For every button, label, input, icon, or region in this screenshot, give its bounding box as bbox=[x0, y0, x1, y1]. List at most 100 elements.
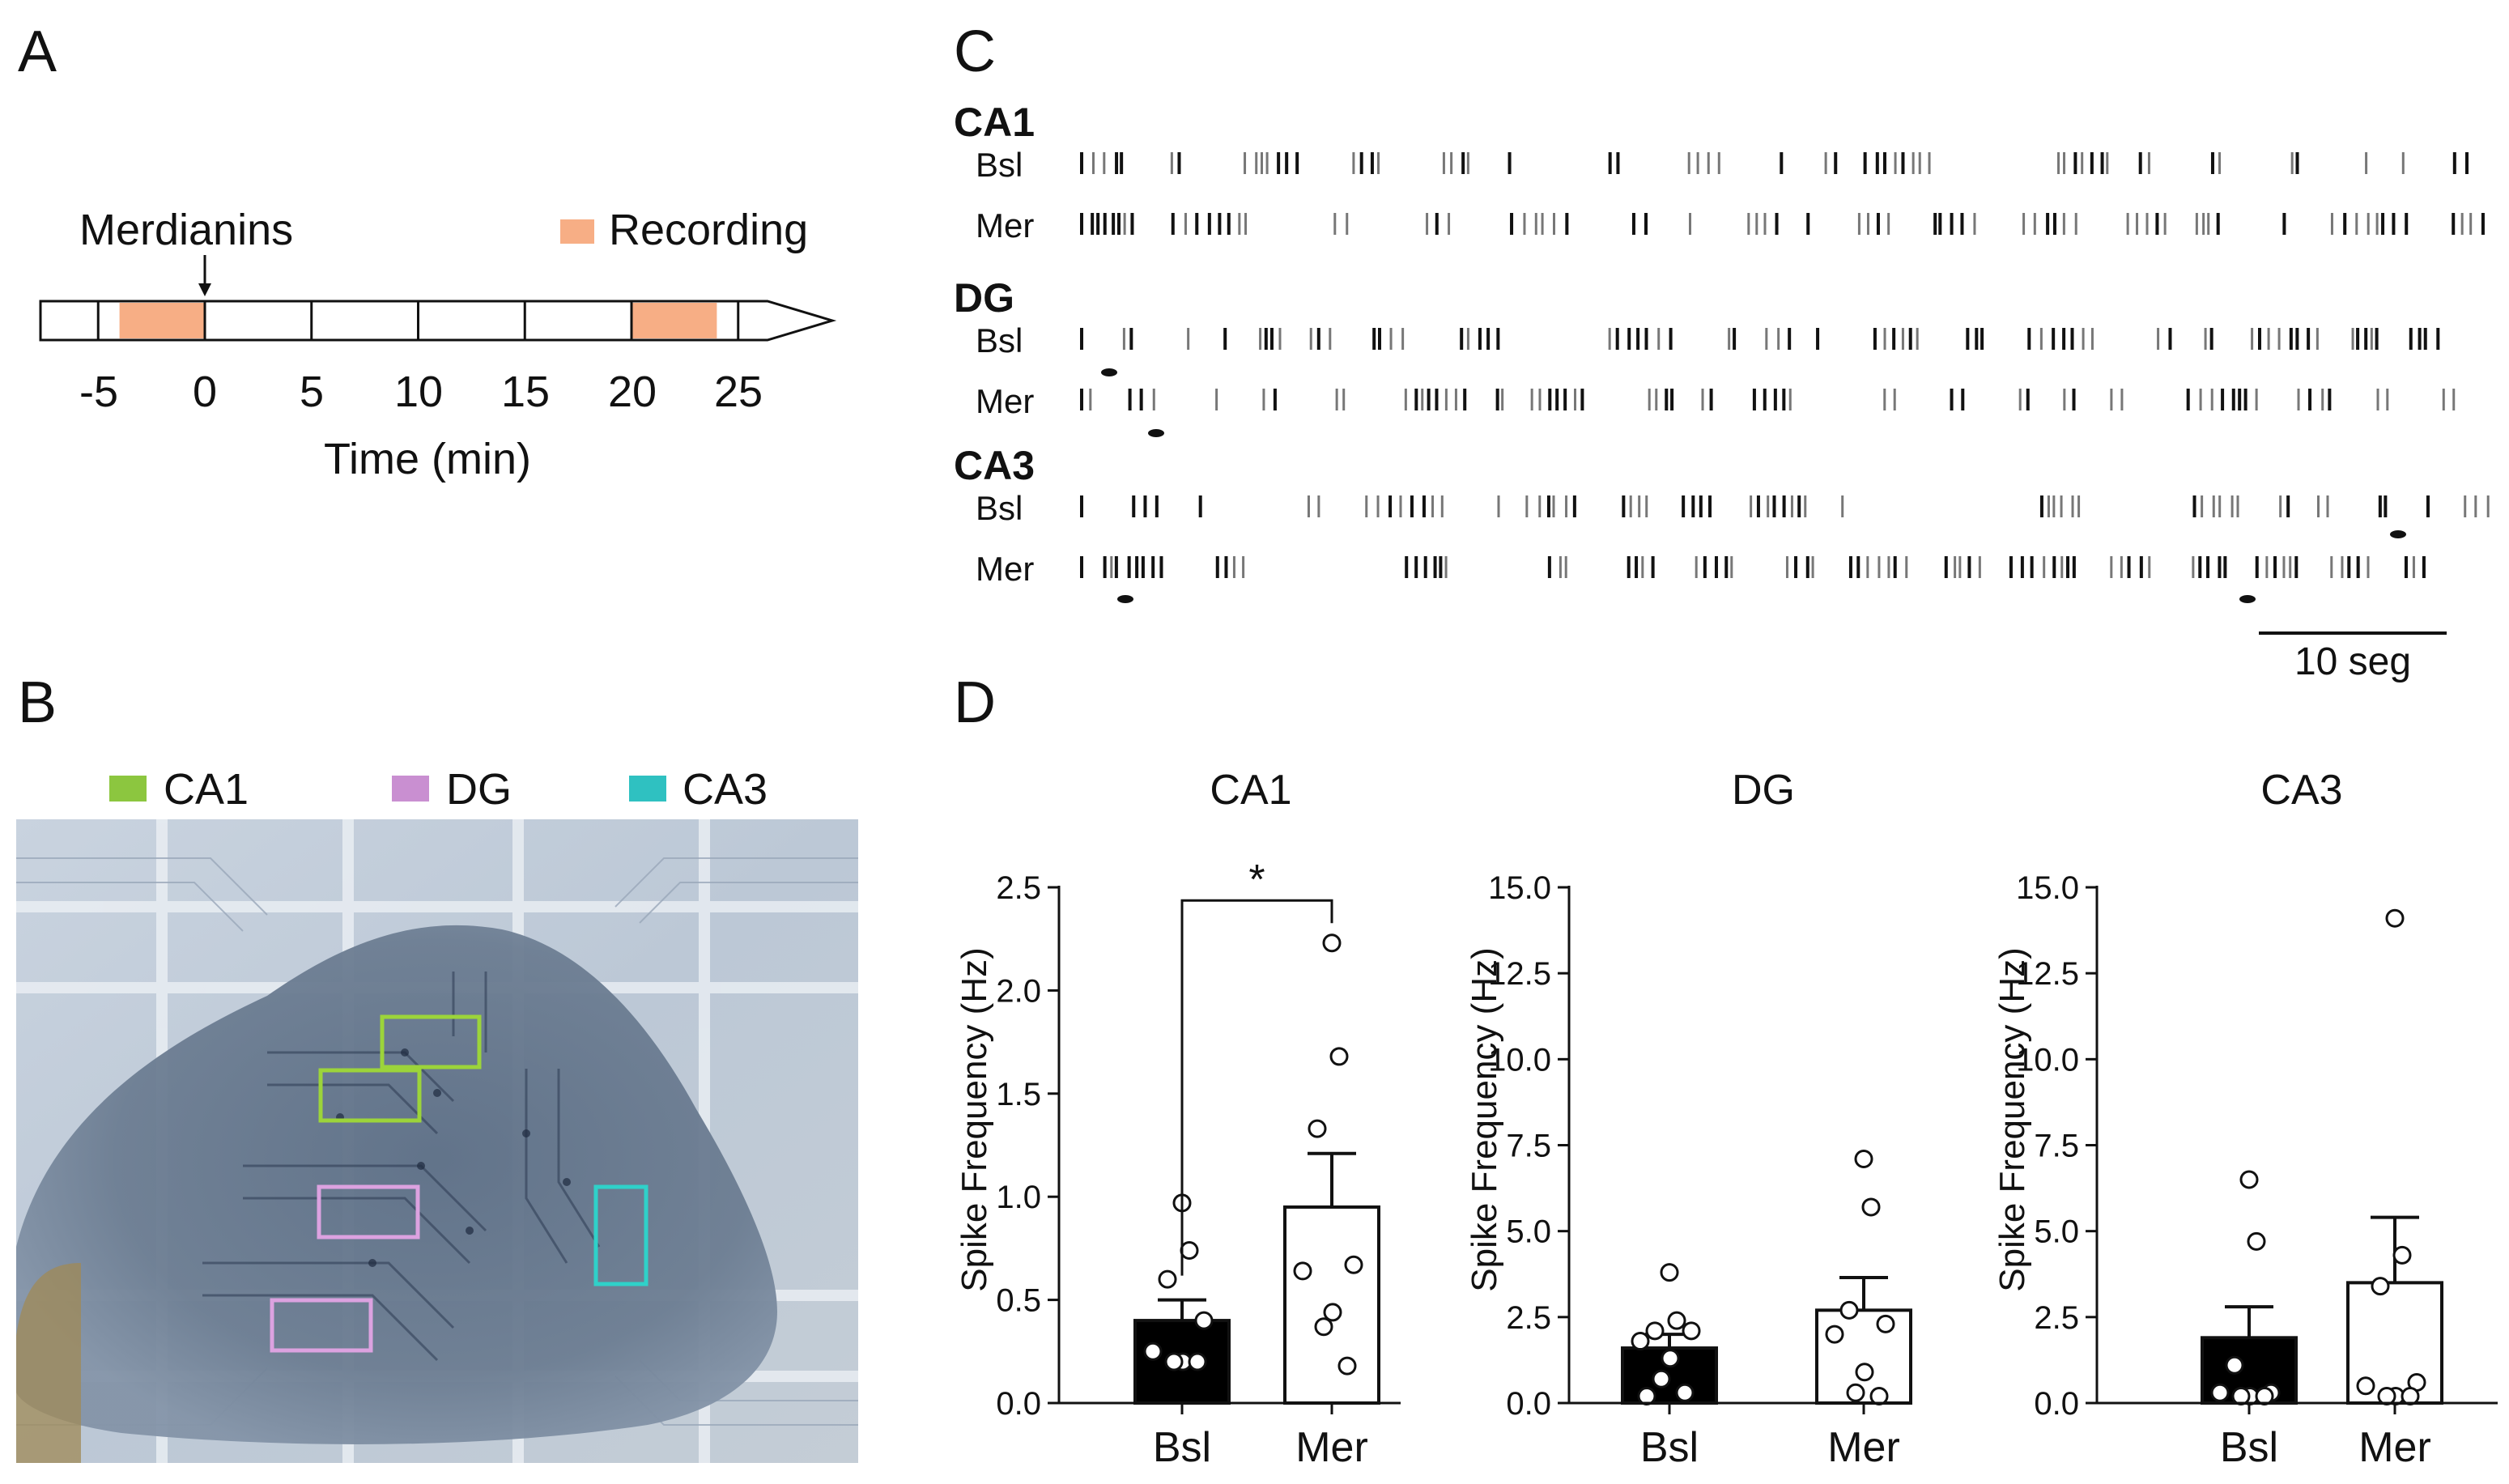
x-tick-labels: Bsl Mer bbox=[2220, 1424, 2431, 1471]
hippocampal-slice-photo bbox=[16, 819, 858, 1463]
data-point bbox=[1854, 1149, 1873, 1168]
panel-label-b: B bbox=[18, 670, 57, 735]
data-point bbox=[2371, 1277, 2390, 1296]
spike-raster-panel: CA1 Bsl Mer DG Bsl Mer CA3 Bsl Mer 10 se… bbox=[954, 100, 2490, 683]
x-tick-label: Mer bbox=[1295, 1424, 1368, 1471]
y-axis-title: Spike Frequency (Hz) bbox=[955, 947, 994, 1291]
data-point bbox=[1652, 1369, 1671, 1388]
legend-label-dg: DG bbox=[446, 765, 512, 814]
chart-title: CA3 bbox=[2260, 767, 2342, 814]
data-point bbox=[1869, 1387, 1889, 1406]
drug-arrow-head bbox=[198, 283, 211, 296]
data-point bbox=[1631, 1332, 1650, 1351]
data-point bbox=[1645, 1321, 1665, 1341]
bar-mer bbox=[2346, 1281, 2443, 1405]
chart-dg: DG Spike Frequency (Hz) 0.0 2.5 5.0 7.5 … bbox=[1465, 767, 1912, 1471]
legend-label-ca1: CA1 bbox=[164, 765, 249, 814]
recording-window bbox=[632, 303, 717, 338]
legend-swatch-dg bbox=[392, 776, 429, 802]
data-point bbox=[2377, 1387, 2396, 1406]
y-tick-label: 12.5 bbox=[2016, 956, 2079, 992]
y-tick-label: 5.0 bbox=[2034, 1214, 2079, 1250]
y-tick-label: 1.5 bbox=[996, 1077, 1041, 1112]
data-point bbox=[2392, 1245, 2412, 1265]
chart-ca3: CA3 Spike Frequency (Hz) 0.0 2.5 5.0 7.5… bbox=[1992, 767, 2498, 1471]
x-tick-label: Bsl bbox=[1153, 1424, 1211, 1471]
data-point bbox=[1158, 1269, 1177, 1289]
region-box-dg bbox=[317, 1184, 420, 1240]
raster-region-label: DG bbox=[954, 275, 1014, 321]
raster-trace-label: Bsl bbox=[976, 321, 1023, 359]
data-point bbox=[1143, 1342, 1163, 1361]
event-marker bbox=[2239, 595, 2256, 603]
timeline-panel: Merdianins Recording -5 0 5 10 15 20 25 … bbox=[39, 206, 837, 483]
y-tick-label: 0.0 bbox=[996, 1386, 1041, 1422]
x-tick-label: Bsl bbox=[2220, 1424, 2278, 1471]
chart-title: CA1 bbox=[1210, 767, 1291, 814]
data-point bbox=[1855, 1363, 1874, 1382]
data-point bbox=[1675, 1383, 1695, 1402]
data-point bbox=[1308, 1119, 1327, 1138]
data-point bbox=[2385, 908, 2405, 928]
data-point bbox=[1314, 1317, 1333, 1337]
y-tick-labels: 0.0 2.5 5.0 7.5 10.0 12.5 15.0 bbox=[2016, 870, 2079, 1422]
raster-trace-label: Mer bbox=[976, 550, 1034, 588]
data-point bbox=[1188, 1352, 1207, 1371]
y-tick-label: 2.5 bbox=[1506, 1300, 1551, 1336]
data-point bbox=[1661, 1349, 1680, 1368]
data-point bbox=[1329, 1047, 1349, 1066]
significance-bracket bbox=[1180, 899, 1333, 1276]
recording-legend-label: Recording bbox=[609, 206, 808, 254]
chart-marks bbox=[1558, 886, 1912, 1414]
data-point bbox=[1293, 1261, 1312, 1281]
data-point bbox=[2239, 1170, 2259, 1189]
data-point bbox=[2231, 1387, 2251, 1406]
data-point bbox=[2401, 1387, 2420, 1406]
timeline-tick: 10 bbox=[394, 368, 443, 416]
data-point bbox=[1667, 1311, 1686, 1330]
y-tick-label: 2.5 bbox=[996, 870, 1041, 906]
data-point bbox=[1323, 1303, 1342, 1322]
legend-label-ca3: CA3 bbox=[683, 765, 768, 814]
data-point bbox=[1660, 1263, 1679, 1282]
x-tick-labels: Bsl Mer bbox=[1153, 1424, 1368, 1471]
y-tick-label: 7.5 bbox=[2034, 1129, 2079, 1164]
timeline-tick: -5 bbox=[79, 368, 118, 416]
significance-marker: * bbox=[1248, 857, 1265, 904]
photo-legend: CA1 DG CA3 bbox=[109, 765, 768, 814]
data-point bbox=[1839, 1300, 1859, 1320]
chart-ca1: CA1 Spike Frequency (Hz) 0.0 0.5 1.0 1.5… bbox=[955, 767, 1401, 1471]
y-tick-label: 0.0 bbox=[2034, 1386, 2079, 1422]
data-point bbox=[2247, 1231, 2266, 1251]
chart-title: DG bbox=[1732, 767, 1795, 814]
timeline-tick: 20 bbox=[608, 368, 657, 416]
data-point bbox=[1876, 1314, 1895, 1333]
region-box-ca1 bbox=[380, 1014, 482, 1069]
raster-trace-label: Mer bbox=[976, 206, 1034, 244]
y-axis-title: Spike Frequency (Hz) bbox=[1465, 947, 1504, 1291]
y-axis-title: Spike Frequency (Hz) bbox=[1992, 947, 2032, 1291]
timeline-tick-labels: -5 0 5 10 15 20 25 bbox=[79, 368, 763, 416]
region-box-dg bbox=[270, 1298, 373, 1353]
timeline-tick: 0 bbox=[193, 368, 217, 416]
data-point bbox=[1322, 933, 1342, 953]
y-tick-label: 7.5 bbox=[1506, 1129, 1551, 1164]
timeline-axis-title: Time (min) bbox=[324, 435, 531, 483]
y-tick-labels: 0.0 2.5 5.0 7.5 10.0 12.5 15.0 bbox=[1488, 870, 1551, 1422]
x-tick-labels: Bsl Mer bbox=[1640, 1424, 1900, 1471]
legend-swatch-ca1 bbox=[109, 776, 147, 802]
data-point bbox=[1637, 1387, 1656, 1406]
data-point bbox=[1682, 1321, 1701, 1341]
y-tick-label: 0.0 bbox=[1506, 1386, 1551, 1422]
y-tick-label: 2.0 bbox=[996, 973, 1041, 1009]
chart-marks bbox=[1048, 886, 1401, 1414]
raster-spikes bbox=[1080, 152, 2490, 603]
data-point bbox=[1344, 1255, 1363, 1274]
event-marker bbox=[1101, 368, 1117, 376]
x-tick-label: Mer bbox=[2358, 1424, 2431, 1471]
data-point bbox=[1164, 1352, 1184, 1371]
y-tick-label: 1.0 bbox=[996, 1180, 1041, 1215]
timeline-dividers bbox=[96, 301, 740, 340]
data-point bbox=[2210, 1383, 2230, 1402]
drug-label: Merdianins bbox=[79, 206, 293, 254]
